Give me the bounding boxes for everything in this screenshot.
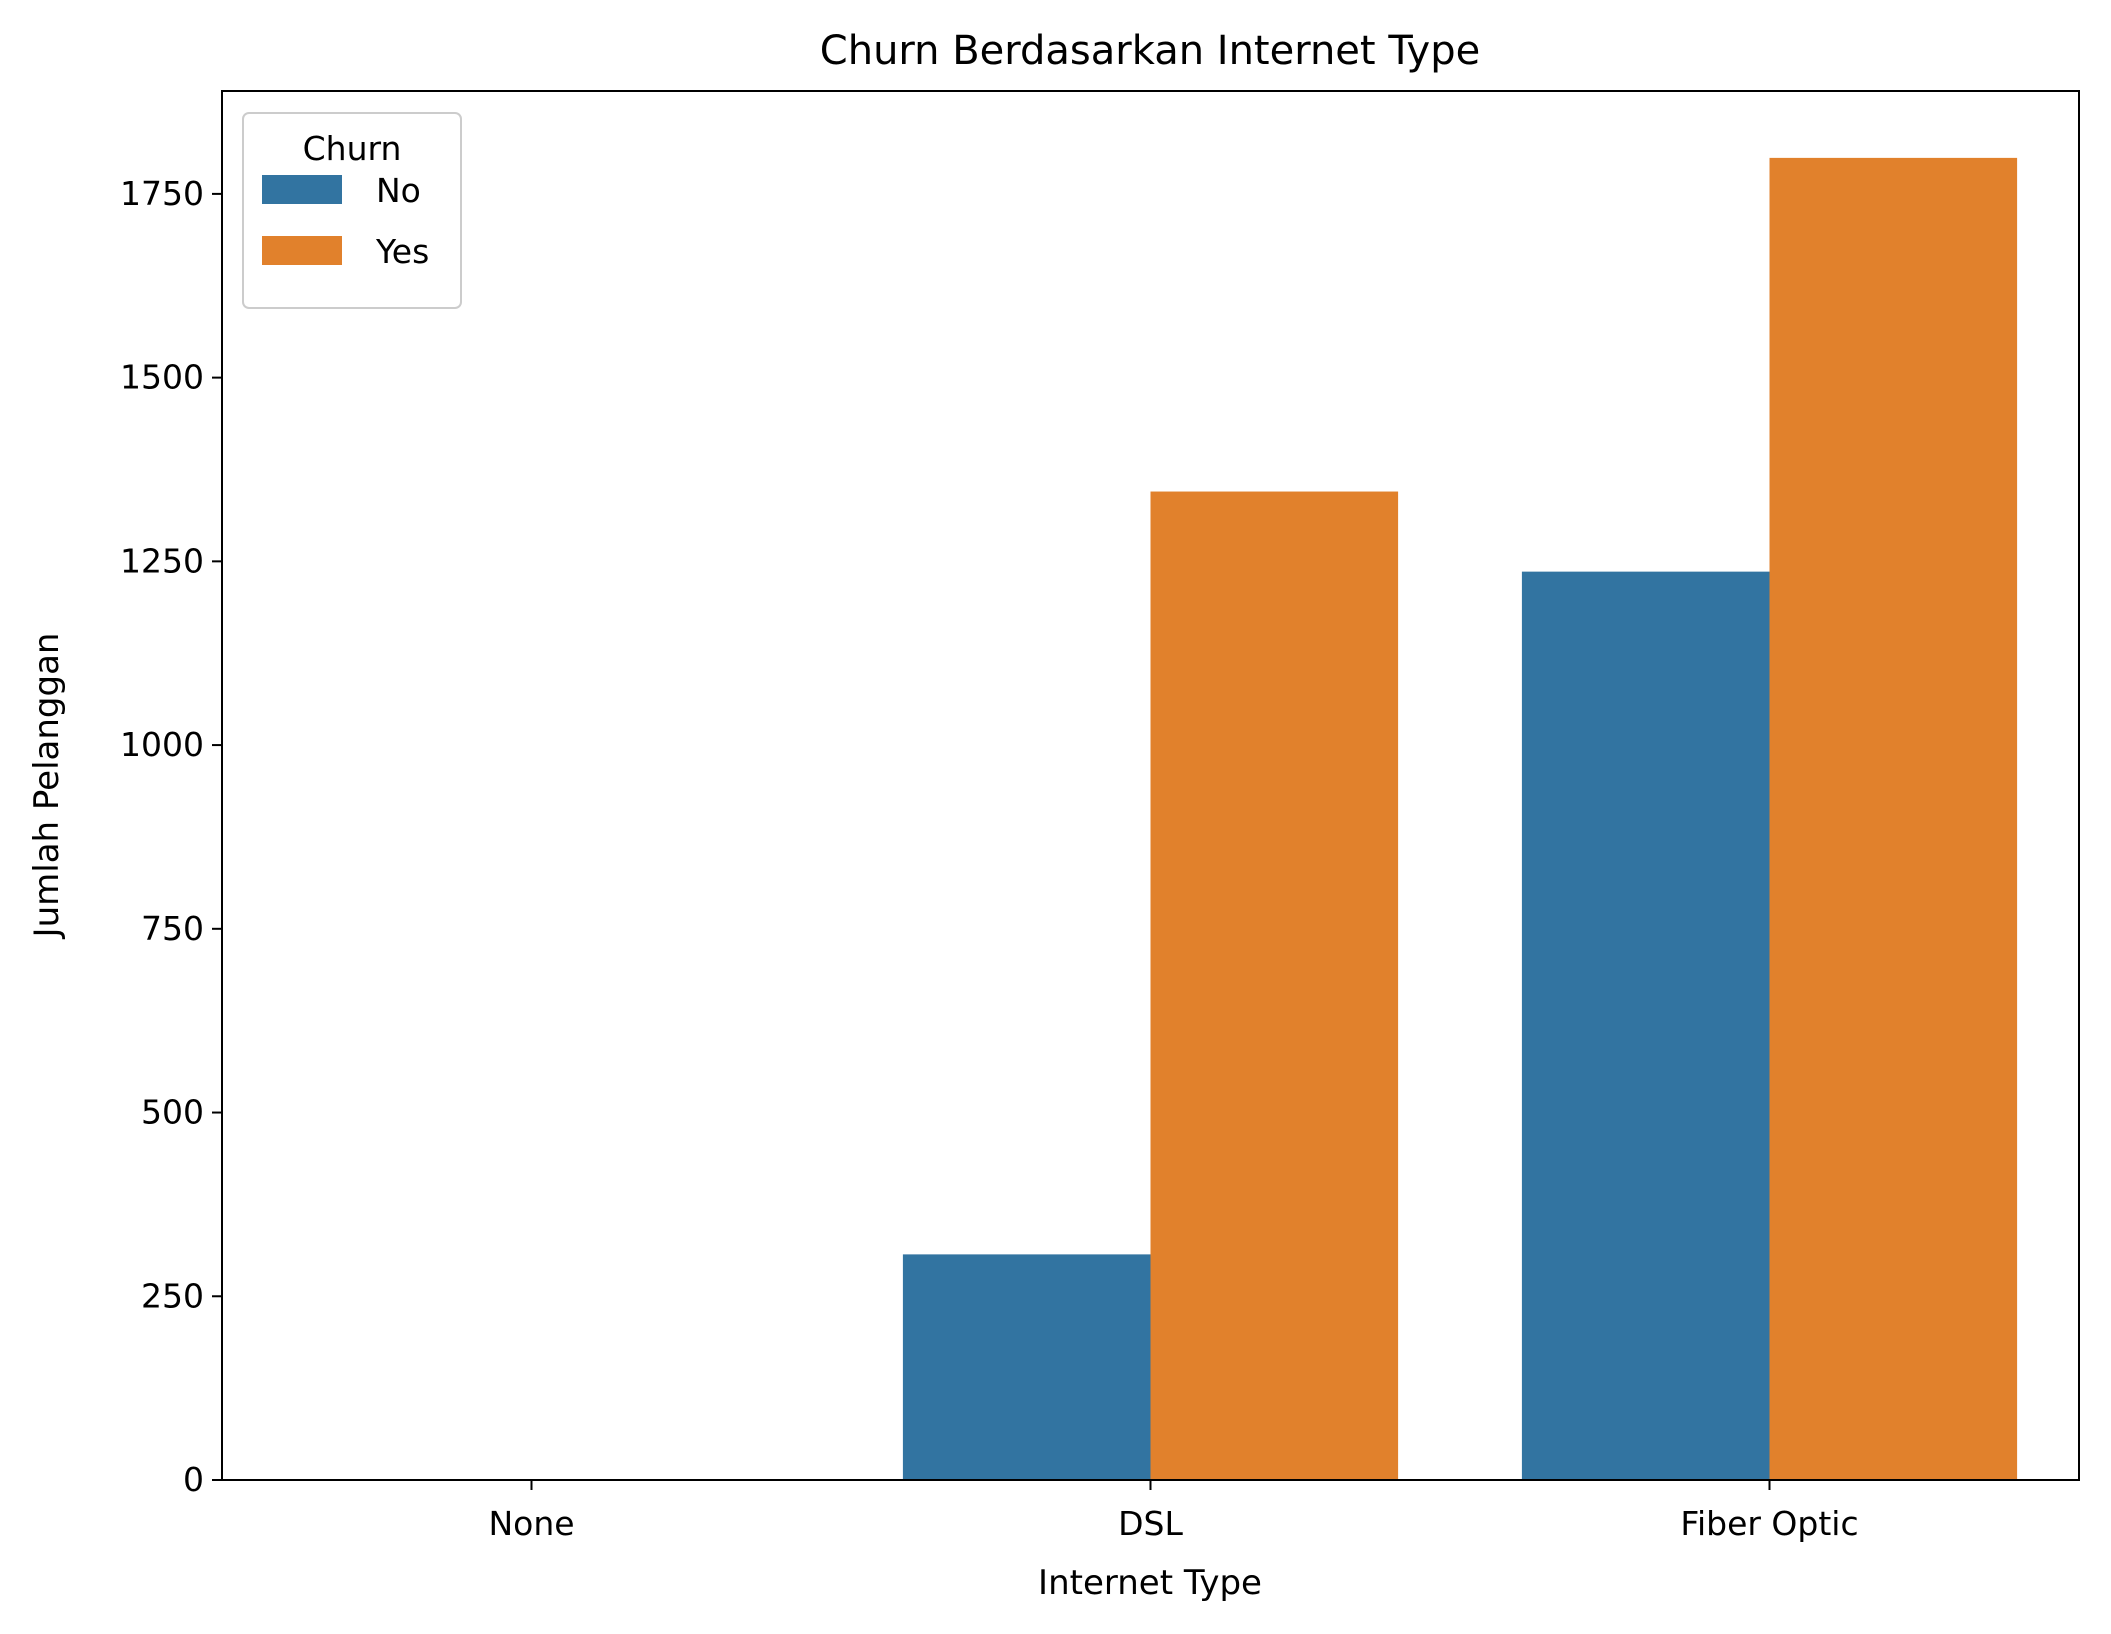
legend-items: No Yes (262, 171, 429, 271)
x-axis-title: Internet Type (1038, 1563, 1262, 1603)
bar-fiber-optic-no (1521, 571, 1770, 1480)
x-axis: None DSL Fiber Optic (488, 1480, 1859, 1543)
y-tick-label: 500 (141, 1093, 204, 1132)
x-tick-label: DSL (1118, 1504, 1183, 1543)
y-tick-label: 750 (141, 909, 204, 948)
chart-title: Churn Berdasarkan Internet Type (820, 28, 1480, 74)
y-tick-label: 1500 (120, 358, 204, 397)
y-axis-title: Jumlah Pelanggan (27, 633, 67, 940)
y-tick-label: 250 (141, 1276, 204, 1315)
bar-dsl-no (902, 1254, 1151, 1480)
legend-swatch-no (262, 175, 342, 204)
legend-label-yes: Yes (375, 232, 429, 271)
bars-group (902, 157, 2018, 1480)
bar-fiber-optic-yes (1769, 157, 2018, 1480)
legend-title: Churn (303, 129, 402, 168)
bar-dsl-yes (1150, 491, 1399, 1480)
y-tick-label: 1000 (120, 725, 204, 764)
y-axis: 0 250 500 750 1000 1250 1500 1750 (120, 174, 222, 1499)
legend: Churn No Yes (242, 112, 462, 309)
x-tick-label: Fiber Optic (1680, 1504, 1858, 1543)
y-tick-label: 1250 (120, 541, 204, 580)
legend-label-no: No (376, 171, 421, 210)
plot-frame (221, 90, 2080, 1481)
legend-swatch-yes (262, 236, 342, 265)
x-tick-label: None (488, 1504, 574, 1543)
y-tick-label: 1750 (120, 174, 204, 213)
y-tick-label: 0 (183, 1460, 204, 1499)
